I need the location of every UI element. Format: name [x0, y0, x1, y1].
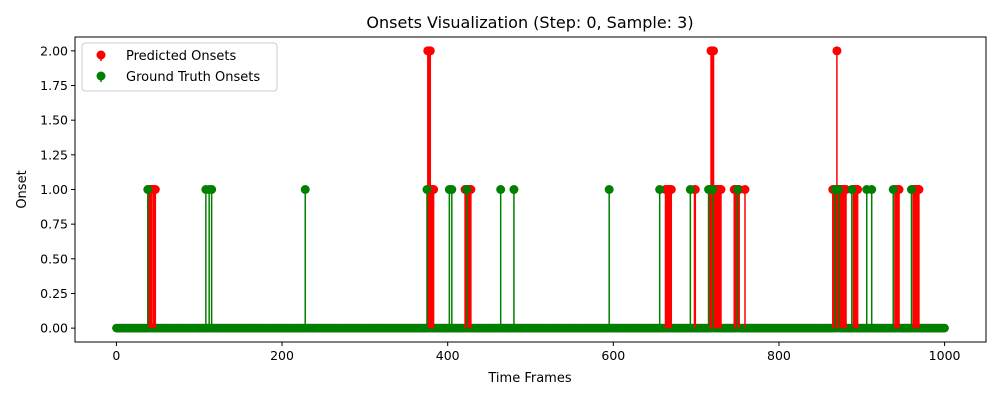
- stems: [147, 50, 920, 329]
- onset-marker-ground-truth: [447, 185, 457, 194]
- x-tick-label: 800: [767, 348, 791, 363]
- onset-marker-predicted: [914, 185, 924, 194]
- onset-marker-predicted: [716, 185, 726, 194]
- onset-marker-ground-truth: [509, 185, 519, 194]
- onset-marker-ground-truth: [708, 185, 718, 194]
- x-tick-label: 1000: [929, 348, 961, 363]
- onset-marker-predicted: [709, 46, 719, 56]
- y-tick-label: 2.00: [40, 43, 68, 58]
- baseline-marker-ground-truth: [940, 323, 949, 333]
- y-tick-label: 1.25: [40, 147, 68, 162]
- onset-marker-predicted: [425, 46, 435, 56]
- legend: Predicted Onsets Ground Truth Onsets: [81, 42, 278, 92]
- onset-marker-predicted: [666, 185, 676, 194]
- onset-marker-predicted: [740, 185, 750, 194]
- y-tick-label: 1.50: [40, 113, 68, 128]
- y-tick-label: 0.75: [40, 217, 68, 232]
- onset-marker-ground-truth: [847, 185, 857, 194]
- onset-marker-ground-truth: [207, 185, 217, 194]
- x-tick-label: 0: [112, 348, 120, 363]
- onset-marker-ground-truth: [655, 185, 665, 194]
- legend-label-predicted: Predicted Onsets: [126, 49, 236, 64]
- x-tick-label: 400: [436, 348, 460, 363]
- onset-marker-ground-truth: [462, 185, 472, 194]
- onset-marker-predicted: [150, 185, 160, 194]
- legend-box: [81, 42, 278, 92]
- onset-marker-ground-truth: [888, 185, 898, 194]
- onset-marker-ground-truth: [604, 185, 614, 194]
- onset-marker-ground-truth: [906, 185, 916, 194]
- chart-title: Onsets Visualization (Step: 0, Sample: 3…: [366, 13, 693, 32]
- onset-marker-predicted: [429, 185, 439, 194]
- legend-marker-predicted: [96, 50, 106, 60]
- x-tick-label: 200: [270, 348, 294, 363]
- onset-marker-ground-truth: [867, 185, 877, 194]
- onset-marker-ground-truth: [422, 185, 432, 194]
- y-tick-label: 1.75: [40, 78, 68, 93]
- onset-marker-predicted: [832, 46, 842, 56]
- stem-baseline: [112, 323, 949, 333]
- onset-marker-ground-truth: [496, 185, 506, 194]
- onset-marker-ground-truth: [733, 185, 743, 194]
- y-tick-label: 0.50: [40, 251, 68, 266]
- x-axis-label: Time Frames: [487, 371, 571, 386]
- y-tick-label: 0.00: [40, 321, 68, 336]
- legend-marker-ground-truth: [96, 71, 106, 81]
- y-axis-label: Onset: [15, 170, 30, 208]
- x-tick-label: 600: [601, 348, 625, 363]
- onset-marker-ground-truth: [834, 185, 844, 194]
- onset-marker-ground-truth: [300, 185, 310, 194]
- legend-entry-ground-truth: Ground Truth Onsets: [96, 70, 260, 85]
- legend-entry-predicted: Predicted Onsets: [96, 49, 236, 64]
- x-axis-ticks: 0 200 400 600 800 1000: [112, 342, 961, 363]
- markers: [143, 46, 924, 194]
- onset-marker-ground-truth: [685, 185, 695, 194]
- y-axis-ticks: 0.00 0.25 0.50 0.75 1.00 1.25 1.50 1.75 2.00: [40, 43, 75, 336]
- y-tick-label: 0.25: [40, 286, 68, 301]
- y-tick-label: 1.00: [40, 182, 68, 197]
- onset-marker-ground-truth: [143, 185, 153, 194]
- legend-label-ground-truth: Ground Truth Onsets: [126, 70, 260, 85]
